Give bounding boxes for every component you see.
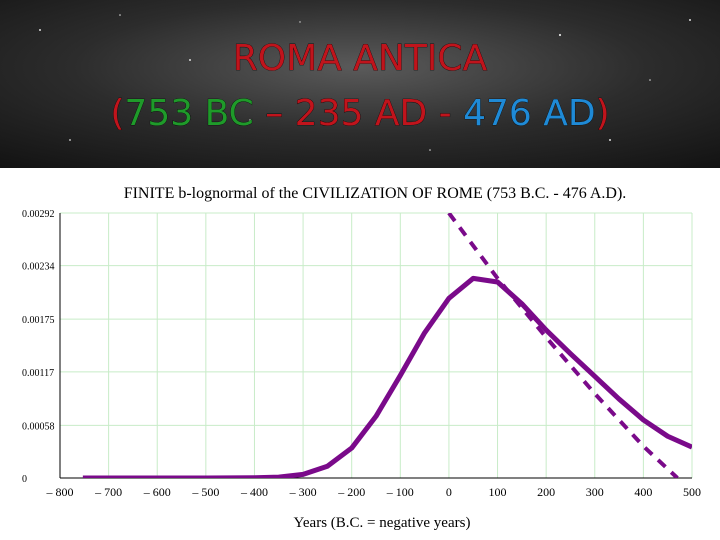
subtitle-part: ( [110, 93, 124, 134]
x-tick-label: 200 [537, 485, 555, 499]
subtitle-part: 476 AD [463, 93, 596, 134]
y-tick-label: 0.00292 [22, 209, 55, 220]
x-tick-label: – 300 [289, 485, 317, 499]
x-tick-label: – 700 [94, 485, 122, 499]
x-tick-label: 500 [683, 485, 701, 499]
subtitle-part: – 235 AD - [254, 93, 463, 134]
x-tick-label: – 800 [46, 485, 74, 499]
stars [39, 14, 691, 151]
slide-title: ROMA ANTICA [233, 38, 488, 79]
x-tick-label: – 200 [337, 485, 365, 499]
y-tick-label: 0.00058 [22, 421, 55, 432]
subtitle-part: ) [596, 93, 610, 134]
x-tick-label: – 100 [386, 485, 414, 499]
y-tick-label: 0.00234 [22, 262, 55, 273]
x-tick-label: – 600 [143, 485, 171, 499]
y-tick-label: 0.00117 [22, 368, 54, 379]
subtitle-part: 753 BC [124, 93, 253, 134]
x-tick-label: 100 [489, 485, 507, 499]
data-line [82, 275, 692, 478]
chart-title: FINITE b-lognormal of the CIVILIZATION O… [124, 185, 627, 202]
header-background [0, 0, 720, 168]
slide-subtitle: (753 BC – 235 AD - 476 AD) [110, 93, 609, 134]
x-tick-label: – 500 [191, 485, 219, 499]
data-line [447, 213, 679, 478]
x-tick-label: 400 [634, 485, 652, 499]
y-tick-label: 0.00175 [22, 315, 55, 326]
x-tick-label: 0 [446, 485, 452, 499]
x-tick-label: 300 [586, 485, 604, 499]
x-axis-label: Years (B.C. = negative years) [294, 515, 471, 531]
y-tick-label: 0 [22, 474, 27, 485]
x-tick-label: – 400 [240, 485, 268, 499]
